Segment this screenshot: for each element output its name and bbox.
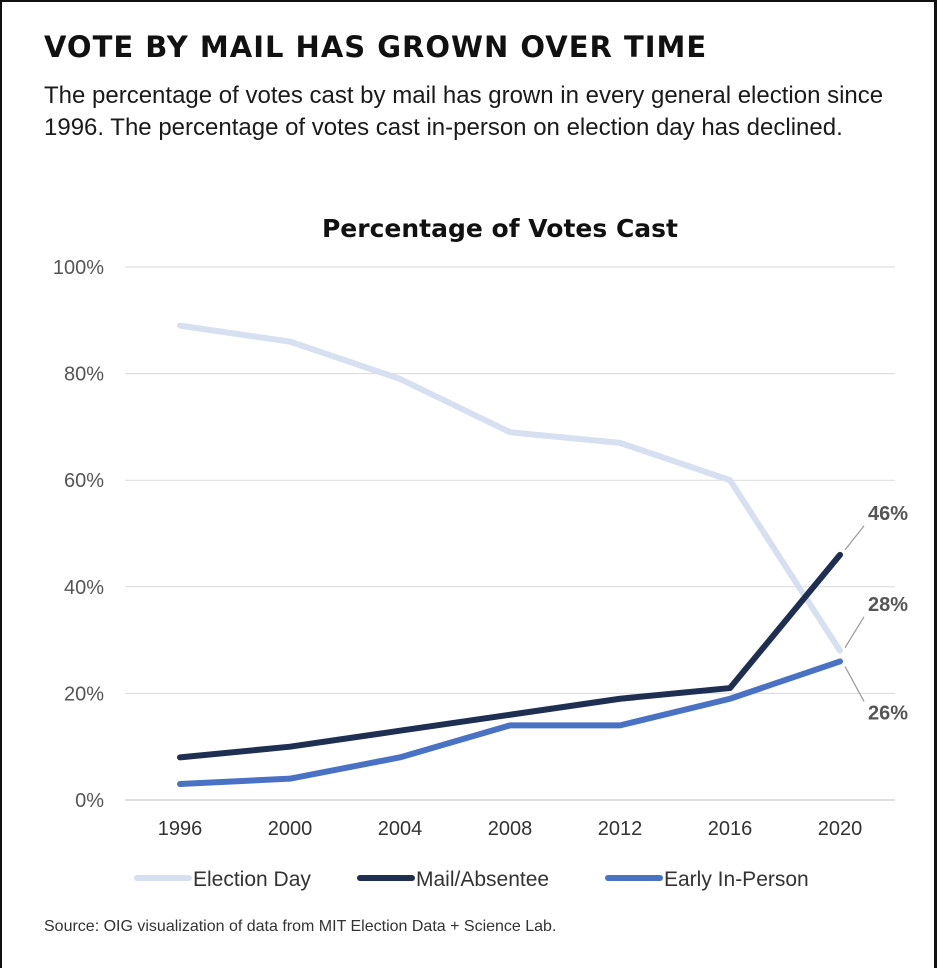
source-note: Source: OIG visualization of data from M… <box>44 918 557 935</box>
annotation-leader <box>844 616 865 649</box>
x-tick-label: 2016 <box>708 818 753 840</box>
x-tick-label: 2008 <box>488 818 533 840</box>
annotation-leader <box>844 666 865 702</box>
y-tick-label: 20% <box>64 683 104 705</box>
legend-label: Early In-Person <box>664 868 809 891</box>
x-tick-label: 1996 <box>158 818 203 840</box>
y-tick-label: 80% <box>64 364 104 386</box>
x-tick-label: 2000 <box>268 818 313 840</box>
y-tick-label: 0% <box>75 790 104 812</box>
y-axis-ticks: 0% 20% 40% 60% 80% 100% <box>53 257 104 812</box>
legend-label: Election Day <box>193 868 311 891</box>
legend-label: Mail/Absentee <box>416 868 549 891</box>
legend: Election Day Mail/Absentee Early In-Person <box>134 868 809 891</box>
series-line-mail-absentee <box>177 551 843 761</box>
data-label: 26% <box>868 702 908 724</box>
x-tick-label: 2020 <box>818 818 863 840</box>
annotation-leader <box>844 525 865 551</box>
series-line-election-day <box>177 322 843 654</box>
y-tick-label: 60% <box>64 470 104 492</box>
gridlines <box>125 266 895 801</box>
page-subtitle: The percentage of votes cast by mail has… <box>44 82 884 141</box>
series-lines <box>177 322 843 788</box>
data-label: 28% <box>868 594 908 616</box>
data-label: 46% <box>868 503 908 525</box>
y-tick-label: 100% <box>53 257 104 279</box>
page-title: VOTE BY MAIL HAS GROWN OVER TIME <box>44 30 708 64</box>
data-annotations: 46% 28% 26% <box>844 503 908 724</box>
y-tick-label: 40% <box>64 577 104 599</box>
x-tick-label: 2012 <box>598 818 643 840</box>
x-tick-label: 2004 <box>378 818 423 840</box>
chart-title: Percentage of Votes Cast <box>322 214 678 243</box>
series-line-early-in-person <box>177 658 843 788</box>
x-axis-ticks: 1996 2000 2004 2008 2012 2016 2020 <box>158 818 863 840</box>
